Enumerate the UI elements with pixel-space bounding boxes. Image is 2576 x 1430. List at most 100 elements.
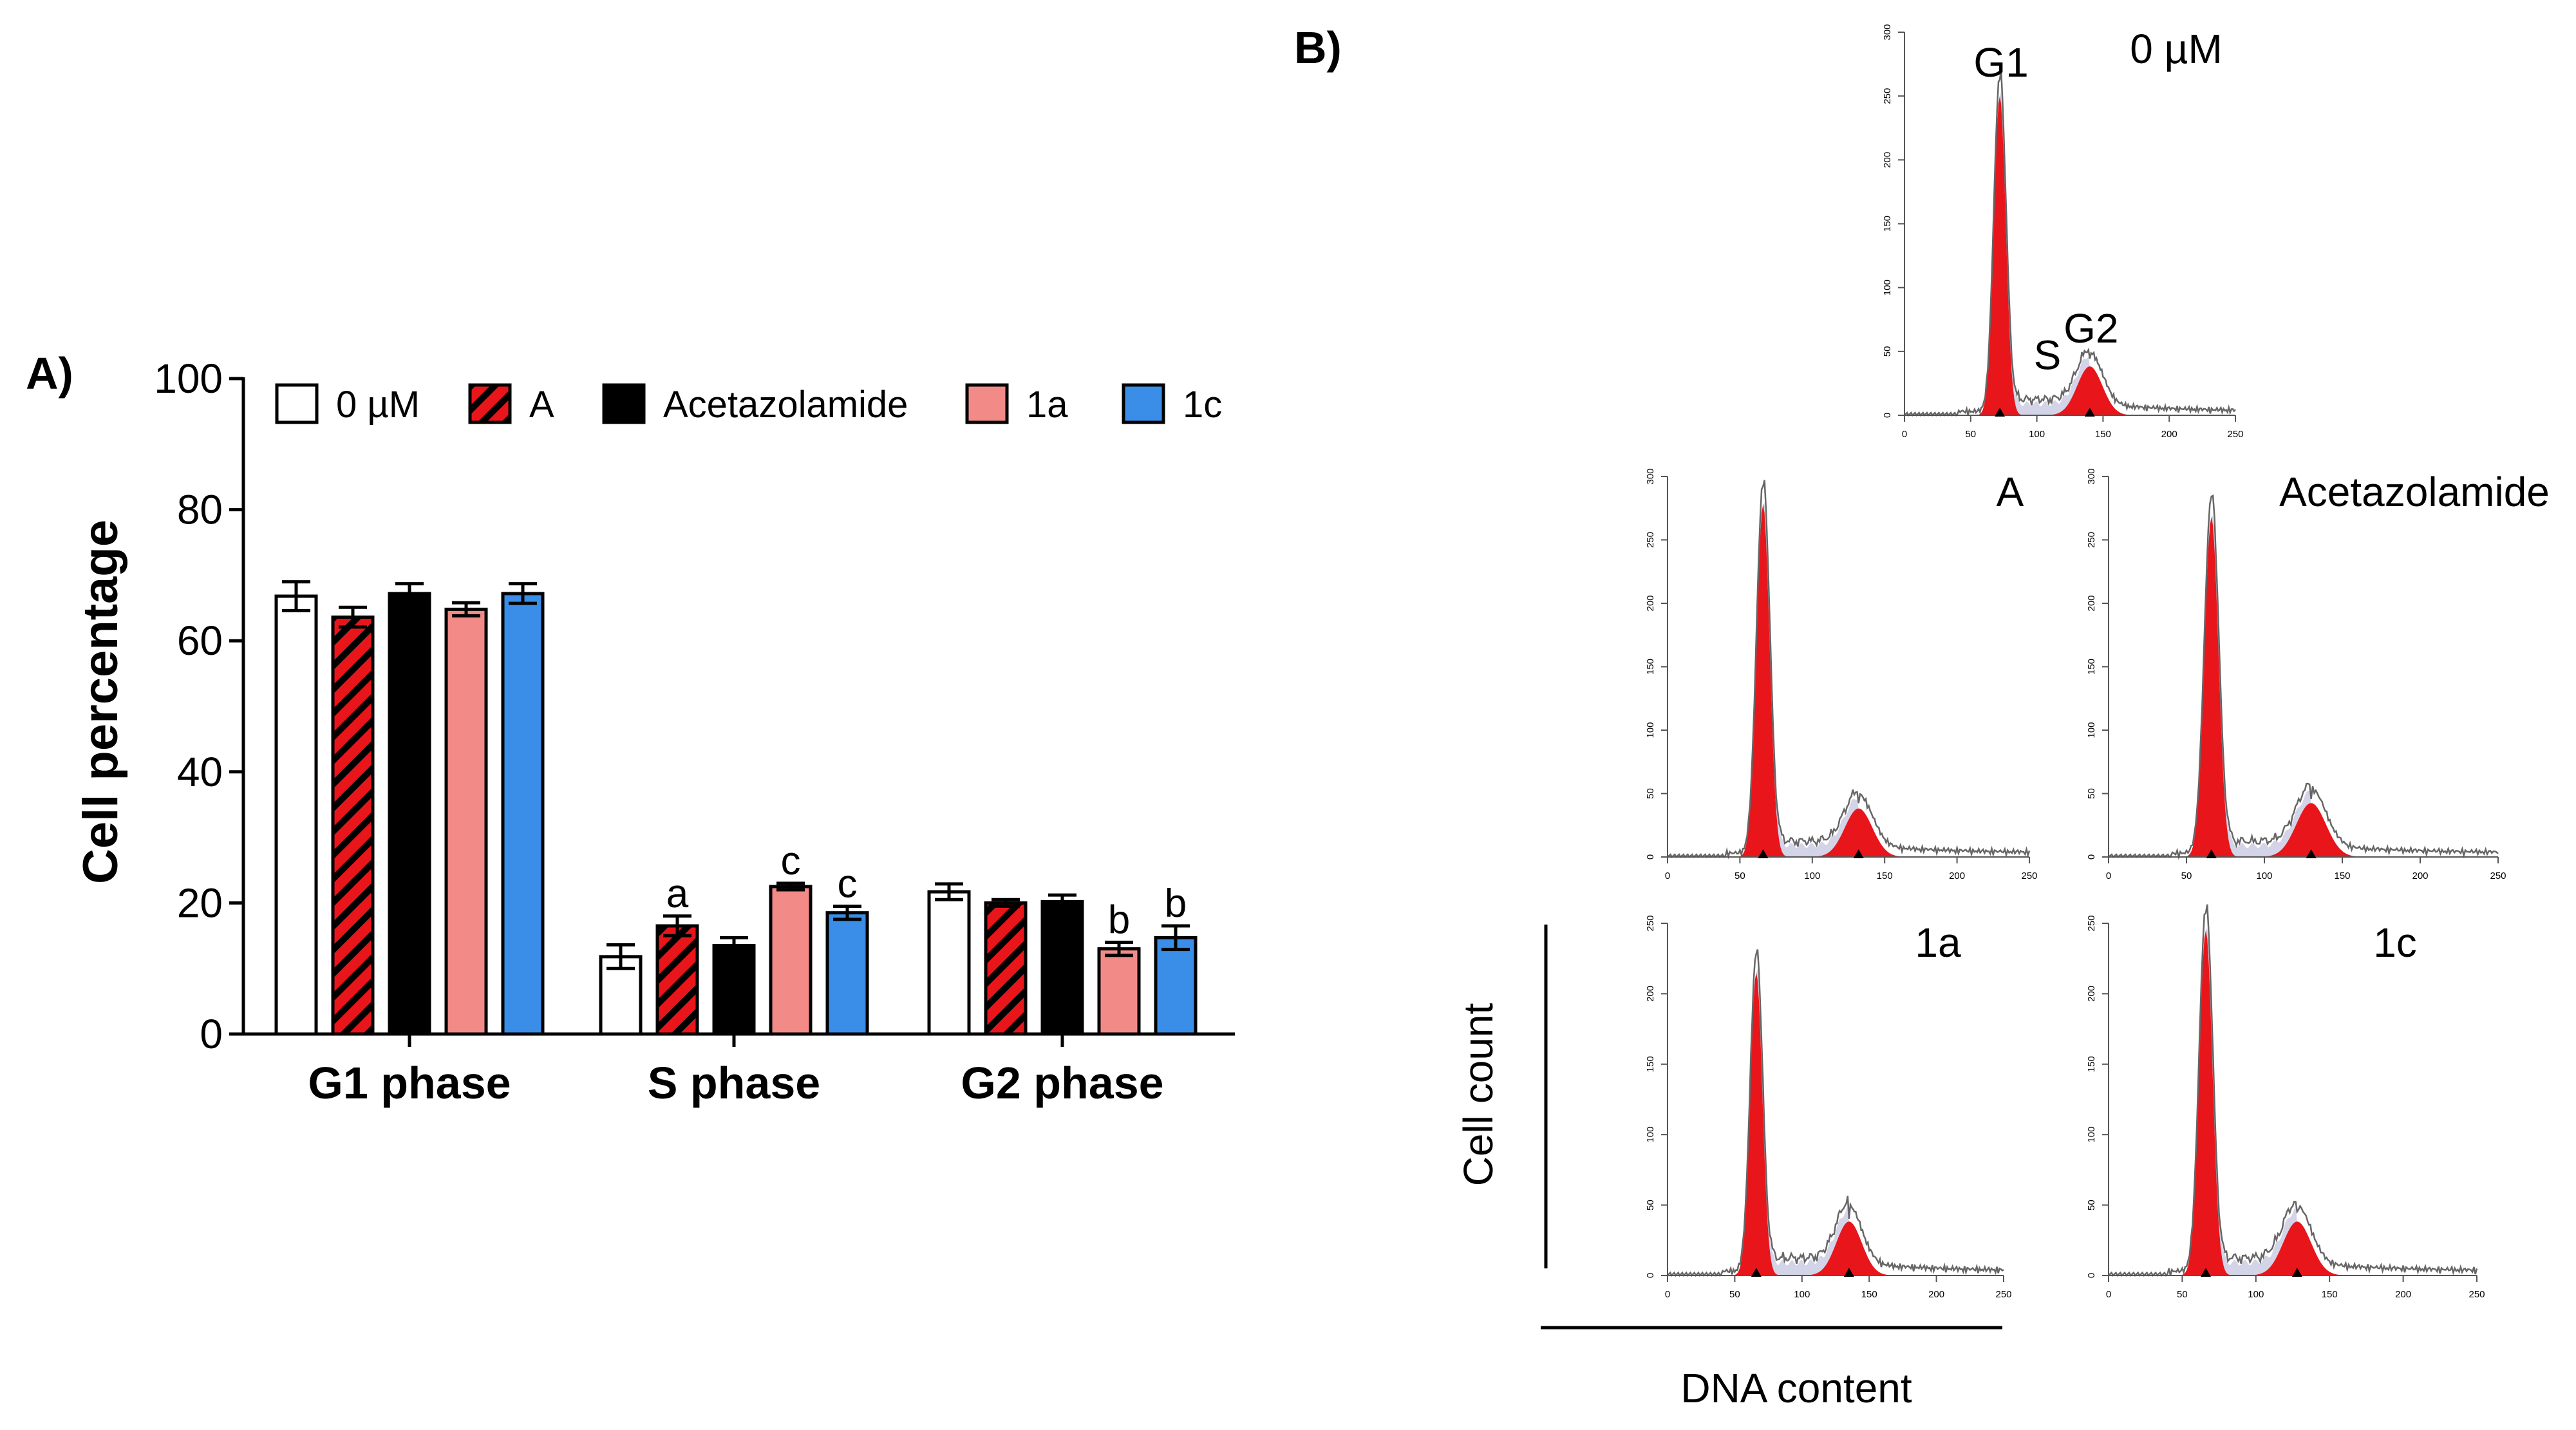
bar-0-µm: [274, 594, 318, 1036]
hist-x-tick-label: 200: [1928, 1289, 1944, 1300]
panel-a-label: A): [26, 348, 73, 399]
hist-x-tick-label: 50: [1735, 870, 1745, 881]
category-label: S phase: [648, 1058, 820, 1108]
bar-chart: 0 µM A Acetazolamide 1a 1c 0 20 40 60 80 100 G1 ph…: [73, 355, 1235, 1108]
hist-x-tick-label: 100: [1804, 870, 1820, 881]
g1-label: G1: [1973, 39, 2028, 86]
legend-label: 1a: [1026, 384, 1068, 426]
g1-peak: [2180, 517, 2243, 857]
hist-x-tick-label: 100: [1794, 1289, 1810, 1300]
histogram-panel-label: 0 µM: [2130, 26, 2223, 72]
legend-label: Acetazolamide: [663, 384, 908, 426]
histogram-panel-label: 1c: [2373, 919, 2417, 966]
hist-x-tick-label: 50: [2181, 870, 2192, 881]
hist-y-tick-label: 300: [1645, 468, 1656, 484]
s-label: S: [2034, 332, 2062, 379]
g2-peak: [2050, 366, 2130, 415]
peak-marker: [2206, 849, 2217, 858]
hist-x-tick-label: 250: [2021, 870, 2037, 881]
hist-y-tick-label: 100: [1882, 279, 1893, 296]
hist-y-tick-label: 50: [1645, 1200, 1656, 1210]
bar-a: [331, 616, 375, 1036]
s-phase-fill: [2109, 927, 2477, 1275]
peak-marker: [1843, 1268, 1854, 1277]
panel-b-label: B): [1294, 23, 1342, 73]
g2-label: G2: [2064, 305, 2118, 352]
cell-count-label: Cell count: [1455, 1002, 1501, 1186]
hist-x-tick-label: 0: [1902, 429, 1907, 440]
hist-y-tick-label: 50: [2086, 788, 2097, 799]
histogram-trace: [1667, 949, 2004, 1277]
histogram-panel-label: 1a: [1915, 919, 1961, 966]
significance-label: c: [781, 839, 801, 883]
y-tick-label: 40: [177, 749, 223, 795]
hist-y-tick-label: 100: [1645, 1127, 1656, 1143]
legend-label: A: [529, 384, 554, 426]
hist-x-tick-label: 250: [2227, 429, 2243, 440]
hist-x-tick-label: 0: [2106, 1289, 2111, 1300]
hist-x-tick-label: 0: [1665, 1289, 1670, 1300]
bar-1a: [444, 607, 488, 1036]
bar-1c: [1154, 936, 1198, 1036]
peak-marker: [1758, 849, 1769, 858]
hist-x-tick-label: 250: [1995, 1289, 2011, 1300]
hist-x-tick-label: 100: [2248, 1289, 2264, 1300]
histogram-2: 0 50 100 150 200 250 300 0 50 100 150 200 250 Acetazo…: [2086, 468, 2550, 881]
histogram-panel-label: A: [1997, 469, 2024, 515]
bar-marks: a cc b b: [274, 580, 1198, 1036]
g1-peak: [1729, 972, 1783, 1275]
g2-peak: [2253, 1221, 2342, 1275]
hist-y-tick-label: 150: [2086, 659, 2097, 675]
hist-y-tick-label: 300: [1882, 24, 1893, 40]
hist-y-tick-label: 200: [2086, 986, 2097, 1002]
hist-y-tick-label: 150: [1645, 1056, 1656, 1072]
peak-marker: [2084, 408, 2095, 417]
bar-a: [655, 924, 699, 1036]
hist-y-tick-label: 300: [2086, 468, 2097, 484]
bar-acetazolamide: [712, 944, 756, 1036]
hist-x-tick-label: 250: [2490, 870, 2506, 881]
histogram-3: 0 50 100 150 200 250 0 50 100 150 200 250 1a: [1645, 915, 2012, 1300]
histogram-trace: [1904, 70, 2236, 417]
hist-x-tick-label: 100: [2029, 429, 2045, 440]
hist-x-tick-label: 250: [2468, 1289, 2485, 1300]
hist-y-tick-label: 50: [1882, 346, 1893, 357]
bar-a: [984, 901, 1028, 1036]
y-tick-label: 20: [177, 880, 223, 926]
hist-y-tick-label: 150: [1882, 216, 1893, 232]
hist-y-tick-label: 250: [2086, 915, 2097, 931]
y-tick-label: 0: [200, 1011, 223, 1057]
y-axis-title: Cell percentage: [73, 520, 128, 884]
peak-marker: [1995, 408, 2006, 417]
s-phase-fill: [2109, 515, 2498, 857]
g1-peak: [2176, 930, 2235, 1275]
bar-acetazolamide: [388, 592, 431, 1036]
dna-content-label: DNA content: [1680, 1365, 1912, 1411]
hist-x-tick-label: 150: [1877, 870, 1893, 881]
hist-x-tick-label: 150: [2334, 870, 2350, 881]
hist-y-tick-label: 100: [1645, 722, 1656, 738]
hist-x-tick-label: 50: [1965, 429, 1976, 440]
legend-swatch: [468, 383, 512, 424]
g2-peak: [1809, 1221, 1890, 1275]
bar-1a: [769, 885, 813, 1036]
hist-y-tick-label: 0: [2086, 854, 2097, 860]
peak-marker: [1751, 1268, 1762, 1277]
legend-swatch: [965, 383, 1009, 424]
hist-y-tick-label: 250: [1882, 88, 1893, 104]
hist-y-tick-label: 50: [1645, 788, 1656, 799]
histogram-panels: 0 50 100 150 200 250 300 0 50 100 150 200 250 0 µM G1 S…: [1645, 24, 2550, 1300]
bar-axes: 0 20 40 60 80 100 G1 phase S phase G2 phase: [154, 355, 1235, 1108]
g2-peak: [2264, 803, 2358, 857]
legend-swatch: [602, 383, 646, 424]
s-phase-fill: [1904, 91, 2235, 415]
hist-y-tick-label: 250: [2086, 532, 2097, 548]
hist-y-tick-label: 250: [1645, 915, 1656, 931]
hist-y-tick-label: 0: [1645, 1273, 1656, 1278]
hist-x-tick-label: 200: [2412, 870, 2428, 881]
hist-x-tick-label: 50: [1729, 1289, 1740, 1300]
hist-x-tick-label: 200: [2395, 1289, 2411, 1300]
hist-x-tick-label: 0: [2106, 870, 2111, 881]
significance-label: a: [666, 872, 689, 916]
